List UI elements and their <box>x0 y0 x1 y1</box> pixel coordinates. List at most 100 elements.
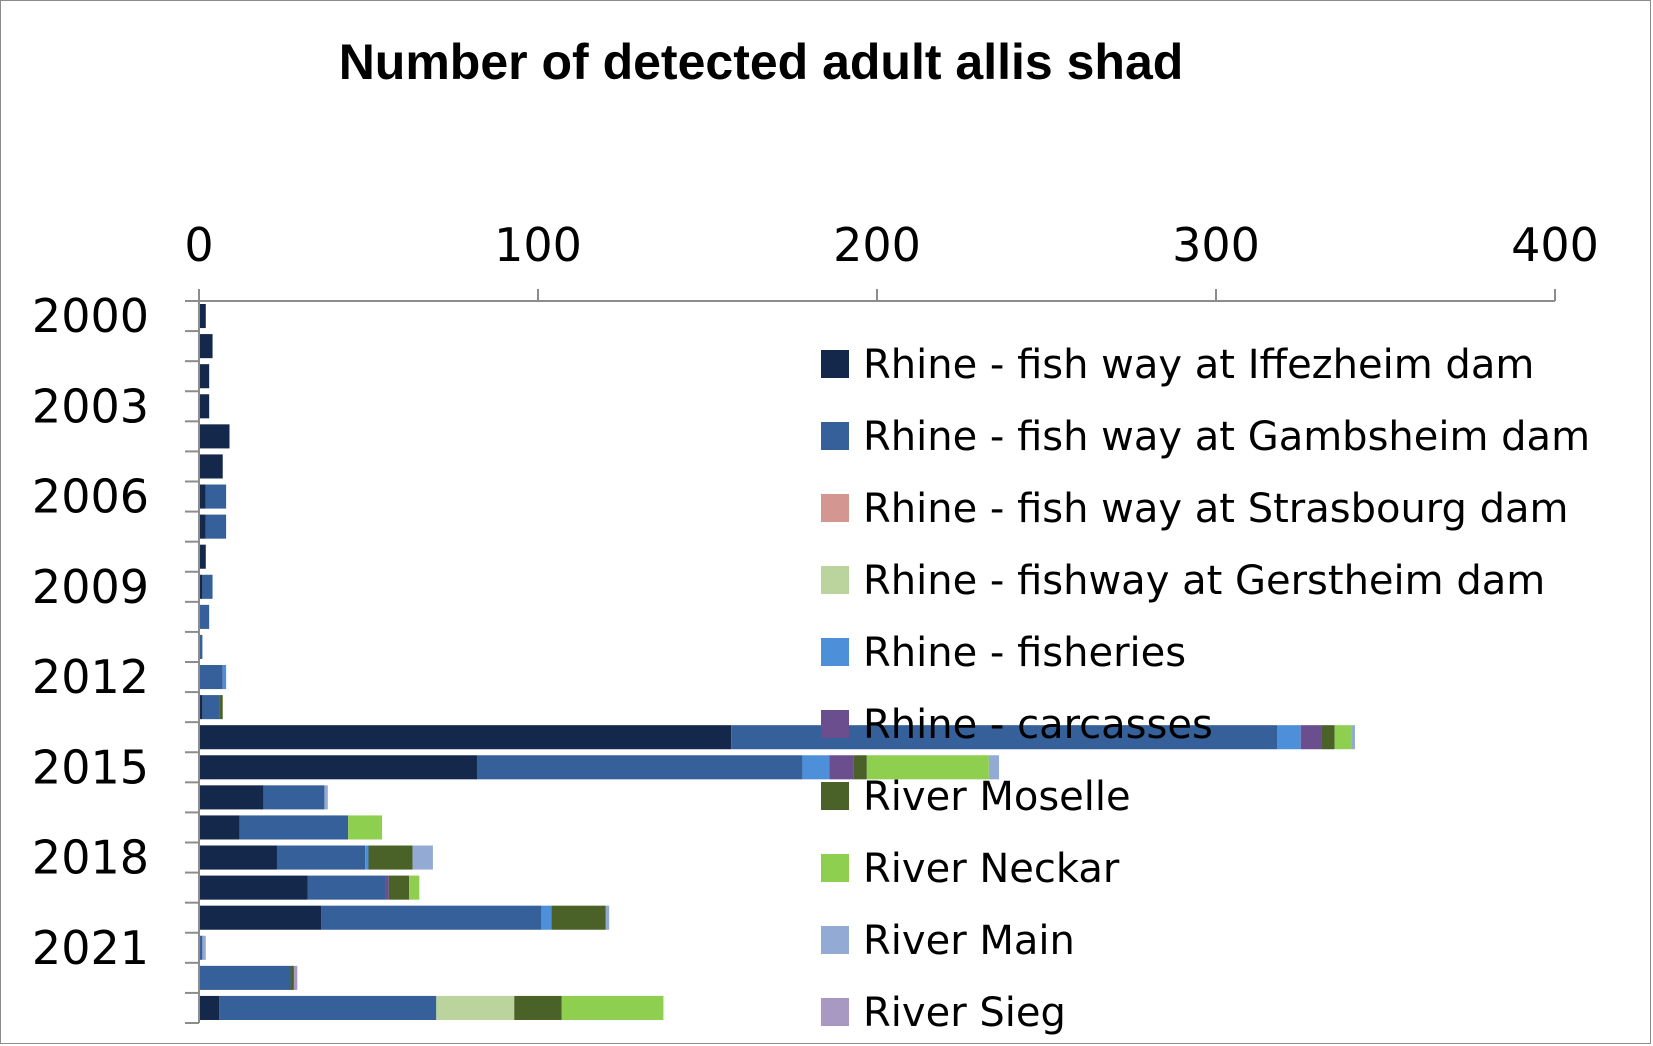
bar-2005-series-0 <box>199 454 223 479</box>
bar-2023-series-7 <box>561 995 664 1020</box>
bar-2018-series-1 <box>276 845 366 870</box>
y-tick-label: 2009 <box>32 560 149 614</box>
legend-label: River Main <box>863 918 1075 964</box>
bar-2007-series-1 <box>205 514 227 539</box>
x-tick-label: 400 <box>1511 218 1599 272</box>
bar-2016-series-1 <box>263 785 325 810</box>
bar-2020-series-6 <box>551 905 606 930</box>
bar-2006-series-1 <box>205 484 227 509</box>
legend-swatch <box>821 638 849 666</box>
bar-2020-series-0 <box>199 905 322 930</box>
bar-2016-series-0 <box>199 785 264 810</box>
bar-2015-series-5 <box>829 755 854 780</box>
bar-2007-series-0 <box>199 514 206 539</box>
bar-2023-series-0 <box>199 995 220 1020</box>
legend-swatch <box>821 998 849 1026</box>
bar-2015-series-8 <box>988 755 1000 780</box>
legend-label: Rhine - fishway at Gerstheim dam <box>863 558 1545 604</box>
bar-2023-series-6 <box>514 995 562 1020</box>
bars-layer <box>199 304 1355 1020</box>
bar-2022-series-6 <box>290 965 294 990</box>
legend-swatch <box>821 854 849 882</box>
bar-2020-series-4 <box>541 905 552 930</box>
bar-2013-series-1 <box>202 695 220 720</box>
bar-2019-series-5 <box>385 875 389 900</box>
bar-2001-series-0 <box>199 334 213 359</box>
bar-2008-series-0 <box>199 544 206 569</box>
bar-2014-series-7 <box>1334 725 1352 750</box>
legend-swatch <box>821 494 849 522</box>
bar-2023-series-3 <box>436 995 515 1020</box>
bar-2015-series-1 <box>476 755 803 780</box>
legend: Rhine - fish way at Iffezheim dam Rhine -… <box>821 342 1590 1036</box>
legend-swatch <box>821 782 849 810</box>
bar-2017-series-0 <box>199 815 240 840</box>
y-tick-label: 2015 <box>32 740 149 794</box>
bar-2022-series-9 <box>293 965 298 990</box>
bar-2015-series-4 <box>802 755 830 780</box>
bar-2009-series-1 <box>202 574 213 599</box>
bar-2023-series-1 <box>219 995 437 1020</box>
bar-2015-series-0 <box>199 755 477 780</box>
bar-2018-series-0 <box>199 845 277 870</box>
bar-2019-series-1 <box>307 875 386 900</box>
legend-swatch <box>821 566 849 594</box>
legend-label: Rhine - fish way at Gambsheim dam <box>863 414 1590 460</box>
x-tick-label: 0 <box>184 218 213 272</box>
bar-2014-series-0 <box>199 725 732 750</box>
bar-2014-series-4 <box>1277 725 1301 750</box>
bar-2003-series-0 <box>199 394 210 419</box>
bar-2018-series-8 <box>412 845 433 870</box>
y-tick-label: 2018 <box>32 831 149 885</box>
legend-swatch <box>821 350 849 378</box>
y-tick-label: 2006 <box>32 470 149 524</box>
y-tick-label: 2000 <box>32 289 149 343</box>
bar-2013-series-6 <box>219 695 223 720</box>
legend-label: River Neckar <box>863 846 1120 892</box>
bar-2022-series-1 <box>199 965 291 990</box>
bar-2016-series-8 <box>324 785 328 810</box>
bar-2014-series-5 <box>1300 725 1322 750</box>
bar-2017-series-7 <box>348 815 383 840</box>
y-tick-label: 2012 <box>32 650 149 704</box>
bar-2020-series-1 <box>321 905 542 930</box>
x-tick-label: 200 <box>833 218 921 272</box>
chart-title: Number of detected adult allis shad <box>339 34 1184 90</box>
bar-2015-series-6 <box>853 755 867 780</box>
bar-2021-series-1 <box>199 935 203 960</box>
legend-swatch <box>821 422 849 450</box>
y-tick-label: 2021 <box>32 921 149 975</box>
legend-label: Rhine - fisheries <box>863 630 1186 676</box>
legend-label: River Moselle <box>863 774 1131 820</box>
bar-2015-series-7 <box>866 755 989 780</box>
y-tick-label: 2003 <box>32 379 149 433</box>
bar-2012-series-1 <box>199 665 223 690</box>
legend-label: Rhine - fish way at Iffezheim dam <box>863 342 1534 388</box>
bar-2000-series-0 <box>199 304 206 329</box>
legend-swatch <box>821 710 849 738</box>
x-tick-label: 300 <box>1172 218 1260 272</box>
bar-2014-series-8 <box>1351 725 1355 750</box>
bar-2020-series-8 <box>605 905 610 930</box>
bar-2012-series-4 <box>222 665 227 690</box>
legend-label: River Sieg <box>863 990 1066 1036</box>
bar-2021-series-8 <box>202 935 206 960</box>
bar-2019-series-7 <box>409 875 420 900</box>
legend-label: Rhine - carcasses <box>863 702 1213 748</box>
bar-2010-series-1 <box>199 604 210 629</box>
bar-2009-series-0 <box>199 574 203 599</box>
bar-2013-series-0 <box>199 695 203 720</box>
bar-2002-series-0 <box>199 364 210 389</box>
bar-2018-series-6 <box>368 845 413 870</box>
bar-2017-series-1 <box>239 815 349 840</box>
legend-label: Rhine - fish way at Strasbourg dam <box>863 486 1569 532</box>
bar-2011-series-1 <box>199 634 203 659</box>
x-tick-label: 100 <box>494 218 582 272</box>
legend-swatch <box>821 926 849 954</box>
bar-2018-series-4 <box>365 845 369 870</box>
axes-layer: 0 100 200 300 400 2000 2003 2006 2009 2012 2015 201… <box>32 218 1599 1024</box>
bar-2004-series-0 <box>199 424 230 449</box>
bar-2019-series-6 <box>388 875 410 900</box>
